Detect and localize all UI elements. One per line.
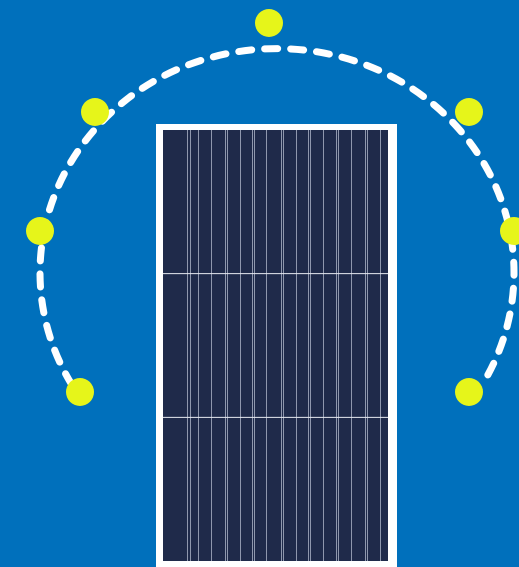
sun-positions: [26, 9, 519, 406]
sun-dot: [81, 98, 109, 126]
solar-panel-cell-lines: [187, 130, 381, 561]
sun-dot: [66, 378, 94, 406]
sun-dot: [455, 378, 483, 406]
sun-dot: [26, 217, 54, 245]
sun-dot: [500, 217, 519, 245]
sun-dot: [255, 9, 283, 37]
solar-panel-cells: [163, 130, 388, 561]
solar-panel: [156, 124, 397, 567]
sun-dot: [455, 98, 483, 126]
solar-panel-row-dividers: [163, 273, 388, 418]
